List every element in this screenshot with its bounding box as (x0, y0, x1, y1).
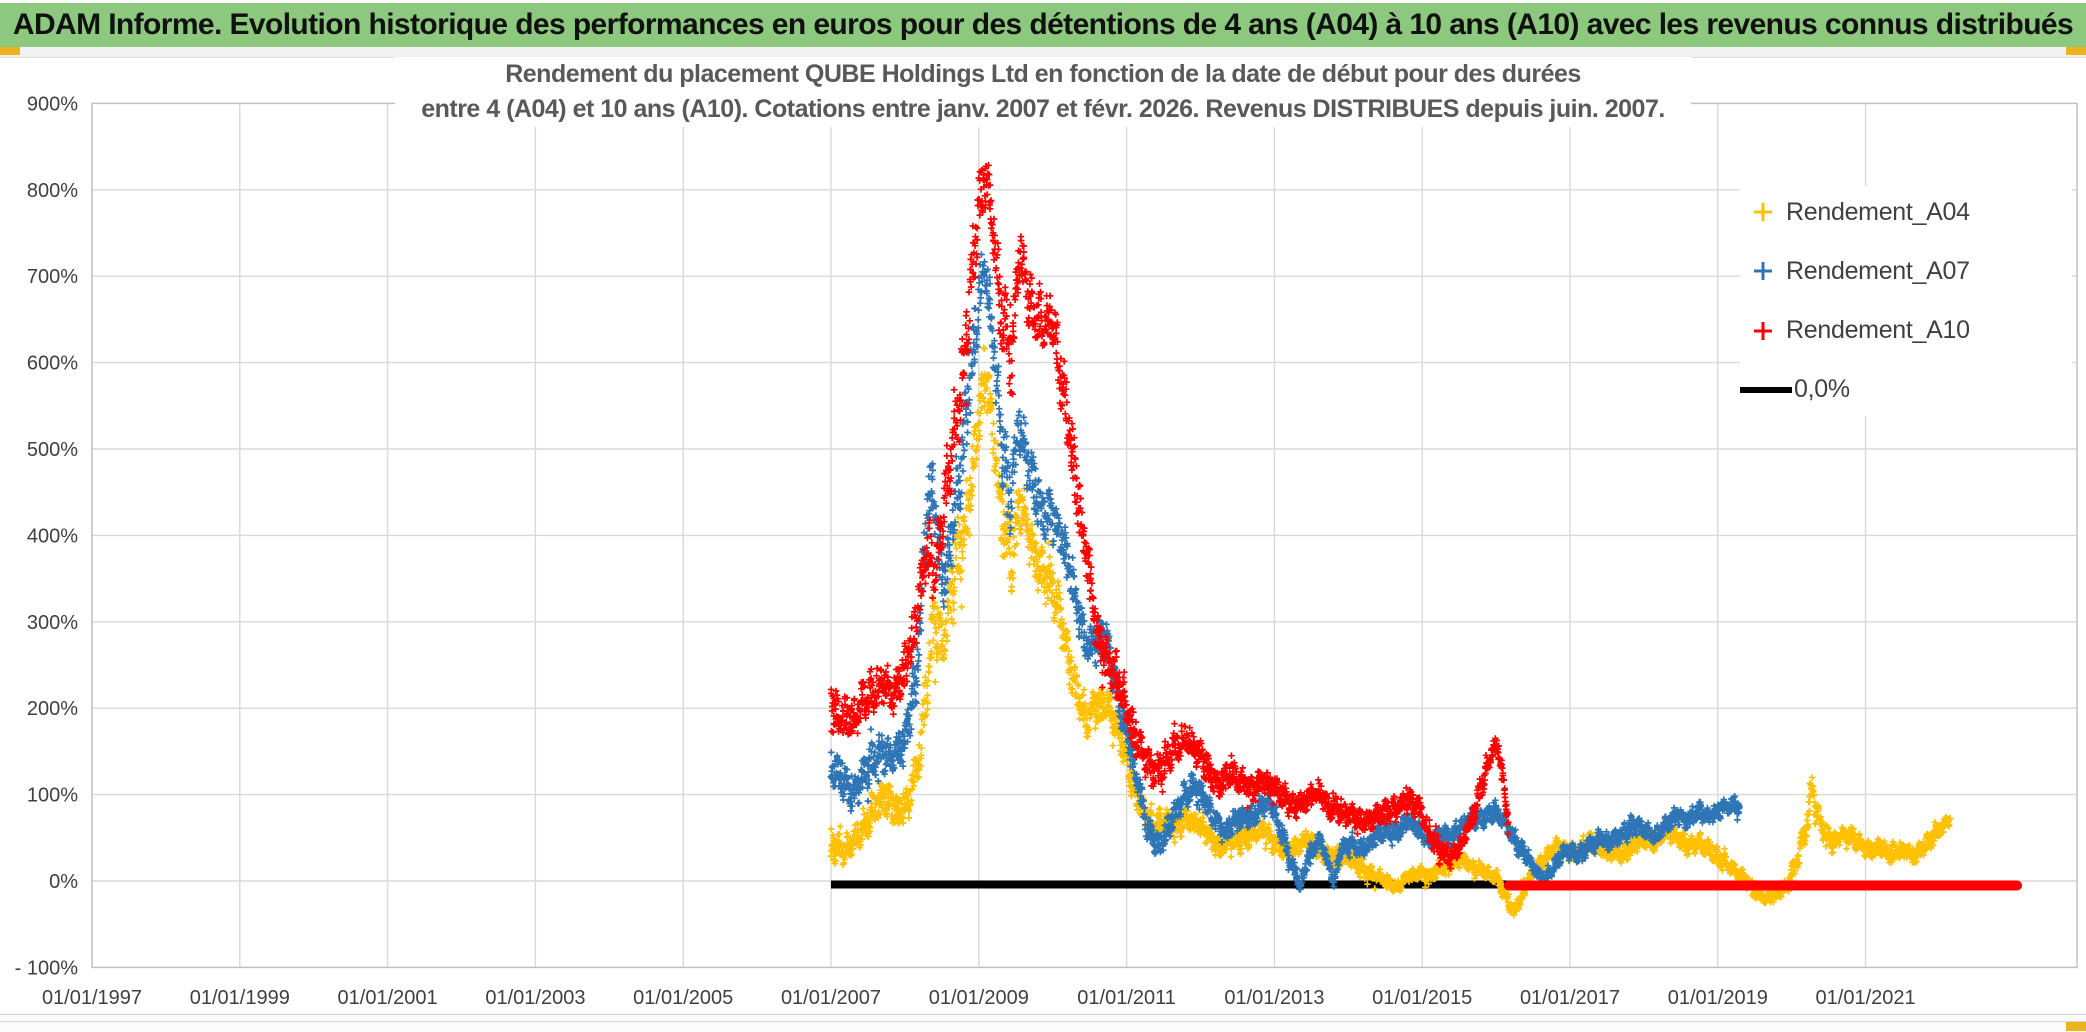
legend-label: Rendement_A10 (1786, 316, 1970, 345)
legend-item-zero-line: 0,0% (1740, 370, 2072, 410)
plus-marker-icon-a04 (1740, 201, 1786, 223)
legend-item-rendement-a10: Rendement_A10 (1740, 311, 2072, 351)
x-tick-label: 01/01/2009 (929, 987, 1029, 1009)
plus-marker-icon-a07 (1740, 260, 1786, 282)
legend-item-rendement-a04: Rendement_A04 (1740, 192, 2072, 232)
axis-tick-labels: 900% 800% 700% 600% 500% 400% 300% 200% 100% 0% - … (15, 93, 1916, 1009)
x-tick-label: 01/01/2019 (1668, 987, 1768, 1009)
zero-line-swatch-icon (1740, 386, 1792, 393)
y-tick-label: - 100% (15, 957, 79, 979)
x-tick-label: 01/01/2005 (633, 987, 733, 1009)
legend-item-rendement-a07: Rendement_A07 (1740, 251, 2072, 291)
gold-accent-right (2066, 47, 2086, 55)
x-tick-label: 01/01/2015 (1372, 987, 1472, 1009)
x-tick-label: 01/01/1999 (190, 987, 290, 1009)
y-tick-label: 800% (27, 180, 78, 202)
y-tick-label: 300% (27, 612, 78, 634)
scatter-plot-canvas: 900% 800% 700% 600% 500% 400% 300% 200% 100% 0% - … (15, 93, 2078, 1009)
y-tick-label: 0% (49, 871, 78, 893)
chart-title: Rendement du placement QUBE Holdings Ltd… (395, 57, 1691, 127)
x-tick-label: 01/01/2011 (1077, 987, 1176, 1009)
x-tick-label: 01/01/1997 (42, 987, 142, 1009)
header-bar: ADAM Informe. Evolution historique des p… (0, 3, 2086, 47)
x-tick-label: 01/01/2001 (338, 987, 438, 1009)
y-tick-label: 200% (27, 698, 78, 720)
y-tick-label: 100% (27, 785, 78, 807)
top-border-line (0, 0, 2086, 3)
gold-accent-bottom-right (2066, 1022, 2086, 1031)
bottom-strip (0, 1014, 2086, 1032)
x-tick-label: 01/01/2003 (485, 987, 585, 1009)
series-rendement_a07 (827, 251, 1743, 893)
x-tick-label: 01/01/2013 (1224, 987, 1324, 1009)
series-rendement_a10 (827, 162, 1512, 872)
x-tick-label: 01/01/2007 (781, 987, 881, 1009)
legend-label: Rendement_A07 (1786, 256, 1970, 285)
y-tick-label: 500% (27, 439, 78, 461)
y-tick-label: 600% (27, 353, 78, 375)
page-title: ADAM Informe. Evolution historique des p… (12, 8, 2074, 41)
y-tick-label: 900% (27, 93, 78, 115)
gold-accent-left (0, 47, 20, 55)
y-tick-label: 700% (27, 266, 78, 288)
chart-legend: Rendement_A04 Rendement_A07 Rendement_A1… (1740, 186, 2072, 416)
y-tick-label: 400% (27, 525, 78, 547)
chart-title-line1: Rendement du placement QUBE Holdings Ltd… (505, 60, 1581, 88)
bottom-divider-line (0, 1021, 2086, 1022)
x-tick-label: 01/01/2021 (1816, 987, 1916, 1009)
legend-label: 0,0% (1794, 375, 1850, 404)
legend-label: Rendement_A04 (1786, 197, 1970, 226)
x-tick-label: 01/01/2017 (1520, 987, 1620, 1009)
chart-title-line2: entre 4 (A04) et 10 ans (A10). Cotations… (421, 95, 1665, 123)
plus-marker-icon-a10 (1740, 320, 1786, 342)
chart-region: 900% 800% 700% 600% 500% 400% 300% 200% 100% 0% - … (0, 58, 2086, 1014)
